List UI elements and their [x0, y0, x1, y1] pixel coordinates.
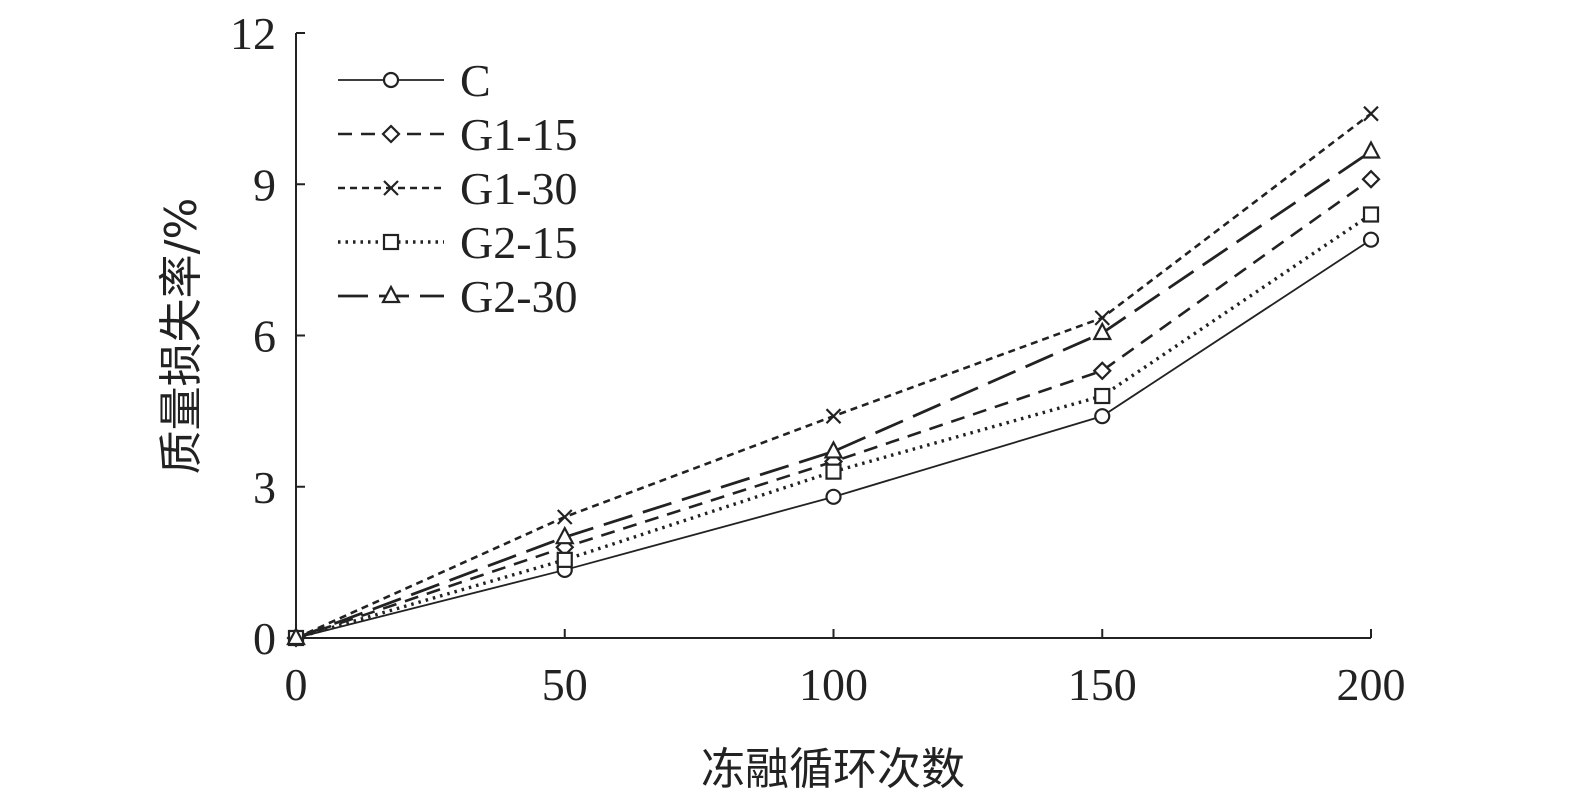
- data-point-g1-15: [1361, 169, 1381, 189]
- x-tick-label: 50: [542, 659, 588, 710]
- x-tick-label: 0: [285, 659, 308, 710]
- data-point-g2-30: [286, 626, 306, 646]
- legend-label-c: C: [460, 55, 491, 106]
- data-point-g1-30: [1363, 105, 1379, 122]
- data-point-g2-30: [554, 525, 575, 545]
- x-tick-label: 150: [1068, 659, 1137, 710]
- legend-marker-g1-15: [381, 124, 401, 144]
- x-tick-label: 100: [799, 659, 868, 710]
- series-lines: [295, 112, 1372, 640]
- legend-label-g1-15: G1-15: [460, 109, 578, 160]
- data-point-g1-15: [1092, 361, 1112, 381]
- data-point-g2-30: [1361, 140, 1381, 159]
- data-point-g2-15: [556, 551, 573, 568]
- y-axis-title: 质量损失率/%: [156, 198, 207, 475]
- y-tick-label: 9: [253, 159, 276, 210]
- y-tick-label: 12: [230, 8, 276, 59]
- legend-label-g2-30: G2-30: [460, 271, 578, 322]
- y-tick-label: 0: [253, 613, 276, 664]
- data-point-g1-30: [1094, 310, 1111, 326]
- data-point-c: [825, 488, 842, 505]
- data-point-g2-15: [1362, 206, 1380, 223]
- axes: [295, 33, 1371, 639]
- legend-marker-g1-30: [383, 180, 399, 196]
- x-tick-label: 200: [1337, 659, 1406, 710]
- data-point-g1-30: [825, 408, 842, 424]
- series-line-g1-15: [295, 178, 1372, 640]
- data-point-c: [1362, 231, 1380, 248]
- legend-label-g2-15: G2-15: [460, 217, 578, 268]
- legend-marker-g2-15: [382, 233, 400, 251]
- legend-marker-c: [382, 71, 400, 89]
- y-tick-label: 3: [253, 462, 276, 513]
- data-point-g2-30: [823, 440, 844, 459]
- y-tick-label: 6: [253, 311, 276, 362]
- ticks: 0 50 100 150 200 0 3 6 9 12: [230, 8, 1406, 710]
- data-point-g2-15: [1094, 387, 1111, 405]
- data-point-g1-30: [556, 509, 573, 525]
- legend-label-g1-30: G1-30: [460, 163, 578, 214]
- series-line-g2-15: [295, 213, 1372, 640]
- series-line-g2-30: [295, 150, 1372, 640]
- series-line-g1-30: [295, 112, 1372, 640]
- legend-marker-g2-30: [381, 284, 401, 304]
- data-point-c: [1094, 408, 1111, 425]
- x-axis-title: 冻融循环次数: [701, 744, 965, 795]
- data-point-g2-15: [825, 463, 842, 480]
- series-markers: [286, 105, 1381, 648]
- data-point-g2-30: [1092, 321, 1113, 341]
